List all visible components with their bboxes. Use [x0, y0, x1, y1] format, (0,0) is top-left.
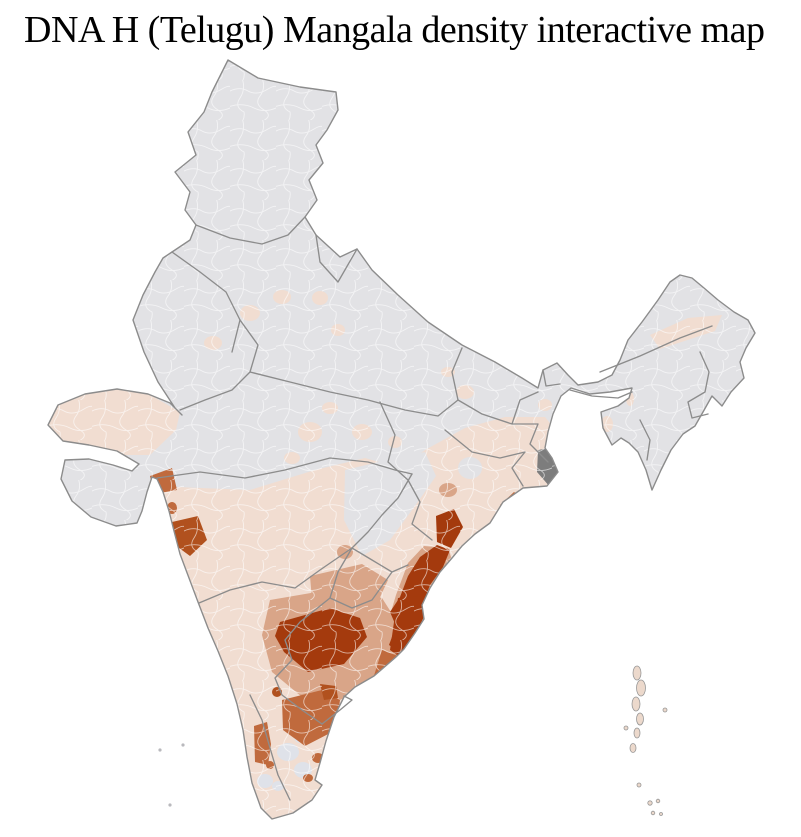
andaman-nicobar-islands[interactable]	[623, 665, 668, 816]
map-body[interactable]	[0, 40, 801, 837]
state-borders	[156, 216, 713, 801]
district-borders-mesh	[48, 60, 755, 819]
india-outline	[47, 59, 756, 820]
lakshadweep-islands[interactable]	[158, 743, 185, 807]
page-title: DNA H (Telugu) Mangala density interacti…	[24, 9, 765, 51]
